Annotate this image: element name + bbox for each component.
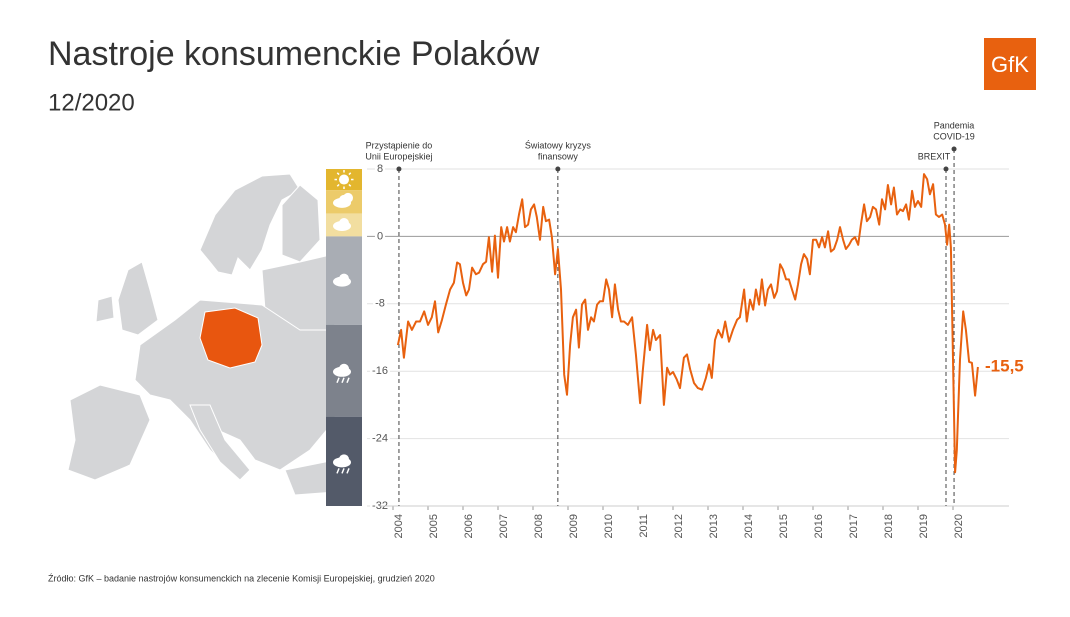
cloud-top bbox=[339, 454, 349, 465]
y-tick-label: -8 bbox=[375, 298, 385, 310]
x-tick-label: 2019 bbox=[918, 514, 930, 538]
label-back bbox=[374, 162, 386, 175]
mood-icon bbox=[333, 192, 353, 208]
annotation-dot bbox=[396, 166, 402, 172]
annotation-text: COVID-19 bbox=[933, 131, 975, 141]
mood-icon bbox=[333, 454, 351, 474]
finland bbox=[281, 184, 321, 263]
cloud-top bbox=[339, 194, 349, 205]
sun-ray bbox=[348, 183, 352, 187]
series-line bbox=[396, 173, 979, 474]
sun-ray bbox=[348, 172, 352, 176]
annotation-text: BREXIT bbox=[918, 151, 951, 161]
logo-text: GfK bbox=[991, 52, 1029, 77]
mood-icon bbox=[333, 363, 351, 384]
iberia bbox=[67, 384, 151, 481]
annotation-text: finansowy bbox=[538, 151, 579, 161]
chart-subtitle: 12/2020 bbox=[48, 89, 135, 116]
end-value-label: -15,5 bbox=[985, 356, 1024, 375]
mainland bbox=[134, 299, 336, 472]
x-tick-label: 2013 bbox=[708, 514, 720, 538]
poland bbox=[199, 307, 263, 369]
sun-ray bbox=[336, 183, 340, 187]
ireland bbox=[95, 295, 115, 323]
cloud-top bbox=[339, 273, 349, 284]
annotation-dot bbox=[943, 166, 949, 172]
annotation-text: Unii Europejskiej bbox=[365, 151, 432, 161]
rain bbox=[336, 377, 350, 384]
x-tick-label: 2018 bbox=[883, 514, 895, 538]
y-tick-label: 0 bbox=[377, 230, 383, 242]
x-tick-label: 2014 bbox=[743, 514, 755, 538]
rain bbox=[336, 468, 350, 474]
x-tick-label: 2007 bbox=[498, 514, 510, 538]
annotation-dot bbox=[555, 166, 561, 172]
logo-box bbox=[984, 38, 1036, 90]
scandinavia bbox=[199, 173, 301, 276]
italy bbox=[189, 404, 251, 481]
label-back bbox=[370, 365, 390, 378]
x-tick-label: 2010 bbox=[603, 514, 615, 538]
logo: GfK bbox=[984, 38, 1036, 90]
label-back bbox=[374, 230, 386, 243]
y-tick-label: -24 bbox=[372, 433, 388, 445]
cloud-top bbox=[339, 363, 349, 374]
mood-icon bbox=[333, 273, 351, 287]
cloud-top bbox=[339, 218, 349, 229]
x-tick-label: 2006 bbox=[463, 514, 475, 538]
y-tick-label: -16 bbox=[372, 365, 388, 377]
mood-icon bbox=[334, 170, 354, 190]
y-tick-label: 8 bbox=[377, 163, 383, 175]
sun-ray bbox=[336, 172, 340, 176]
x-tick-label: 2005 bbox=[428, 514, 440, 538]
annotation-text: Pandemia bbox=[934, 120, 975, 130]
annotation-text: Światowy kryzys bbox=[525, 139, 592, 150]
chart-title: Nastroje konsumenckie Polaków bbox=[48, 35, 540, 73]
x-tick-label: 2015 bbox=[778, 514, 790, 538]
x-tick-label: 2020 bbox=[953, 514, 965, 538]
source-note: Źródło: GfK – badanie nastrojów konsumen… bbox=[48, 573, 435, 583]
mood-icon bbox=[333, 218, 351, 232]
x-tick-label: 2004 bbox=[393, 514, 405, 538]
x-tick-label: 2009 bbox=[568, 514, 580, 538]
x-tick-label: 2011 bbox=[638, 514, 650, 538]
x-tick-label: 2017 bbox=[848, 514, 860, 538]
sun bbox=[339, 174, 349, 185]
x-tick-label: 2016 bbox=[813, 514, 825, 538]
annotation-dot bbox=[951, 146, 957, 152]
annotation-text: Przystąpienie do bbox=[366, 140, 433, 150]
europe-map bbox=[67, 173, 336, 496]
label-back bbox=[373, 297, 387, 310]
x-tick-label: 2012 bbox=[673, 514, 685, 538]
uk bbox=[117, 261, 159, 336]
label-back bbox=[370, 432, 390, 445]
x-tick-label: 2008 bbox=[533, 514, 545, 538]
